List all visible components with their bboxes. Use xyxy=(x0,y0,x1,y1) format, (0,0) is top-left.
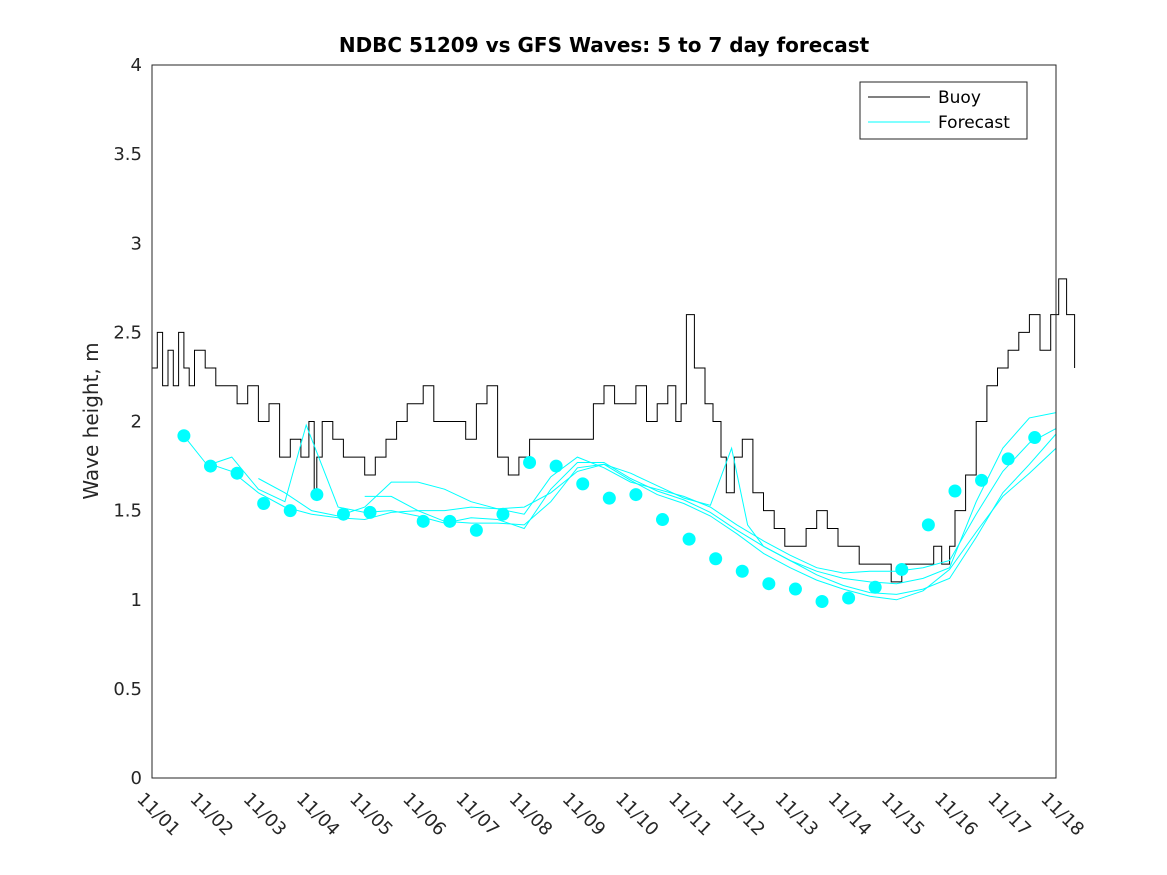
forecast-marker xyxy=(815,595,829,609)
forecast-marker xyxy=(523,455,537,469)
axes-box xyxy=(151,64,1057,779)
forecast-marker xyxy=(549,459,563,473)
legend: Buoy Forecast xyxy=(859,81,1028,140)
series-line-forecast-3 xyxy=(258,428,1057,574)
forecast-marker xyxy=(416,514,430,528)
y-tick-label: 0.5 xyxy=(113,679,142,700)
y-axis-label: Wave height, m xyxy=(79,342,103,499)
forecast-marker xyxy=(1028,431,1042,445)
y-tick-label: 4 xyxy=(131,55,142,76)
forecast-marker xyxy=(1001,452,1015,466)
forecast-marker xyxy=(469,523,483,537)
forecast-marker xyxy=(177,429,191,443)
plot-area xyxy=(151,64,1076,779)
forecast-marker xyxy=(629,488,643,502)
legend-label-buoy: Buoy xyxy=(938,88,981,108)
series-line-forecast-4 xyxy=(364,412,1057,585)
forecast-marker xyxy=(709,552,723,566)
forecast-marker xyxy=(443,514,457,528)
forecast-marker xyxy=(948,484,962,498)
forecast-marker xyxy=(682,532,696,546)
forecast-marker xyxy=(257,496,271,510)
y-tick-label: 1 xyxy=(131,590,142,611)
y-tick-label: 0 xyxy=(131,768,142,789)
y-tick-labels: 0 0.5 1 1.5 2 2.5 3 3.5 4 xyxy=(113,55,142,789)
chart-title: NDBC 51209 vs GFS Waves: 5 to 7 day fore… xyxy=(339,33,870,57)
series-line-buoy xyxy=(152,278,1076,583)
forecast-marker xyxy=(310,488,324,502)
forecast-marker xyxy=(576,477,590,491)
forecast-marker xyxy=(762,577,776,591)
forecast-marker xyxy=(735,564,749,578)
legend-label-forecast: Forecast xyxy=(938,113,1010,133)
forecast-marker xyxy=(602,491,616,505)
forecast-marker xyxy=(230,466,244,480)
forecast-marker xyxy=(655,513,669,527)
y-tick-label: 2 xyxy=(131,412,142,433)
y-tick-label: 3.5 xyxy=(113,144,142,165)
forecast-marker xyxy=(283,504,297,518)
forecast-marker xyxy=(921,518,935,532)
forecast-marker xyxy=(895,562,909,576)
y-tick-label: 3 xyxy=(131,233,142,254)
y-tick-label: 2.5 xyxy=(113,322,142,343)
forecast-marker xyxy=(363,505,377,519)
forecast-marker xyxy=(868,580,882,594)
legend-box xyxy=(859,81,1028,140)
y-tick-label: 1.5 xyxy=(113,501,142,522)
marker-layer xyxy=(177,429,1042,609)
forecast-marker xyxy=(203,459,217,473)
forecast-marker xyxy=(336,507,350,521)
forecast-marker xyxy=(975,473,989,487)
forecast-marker xyxy=(842,591,856,605)
series-line-forecast-1 xyxy=(183,435,1057,601)
axes-background xyxy=(152,65,1056,778)
forecast-marker xyxy=(496,507,510,521)
forecast-marker xyxy=(788,582,802,596)
